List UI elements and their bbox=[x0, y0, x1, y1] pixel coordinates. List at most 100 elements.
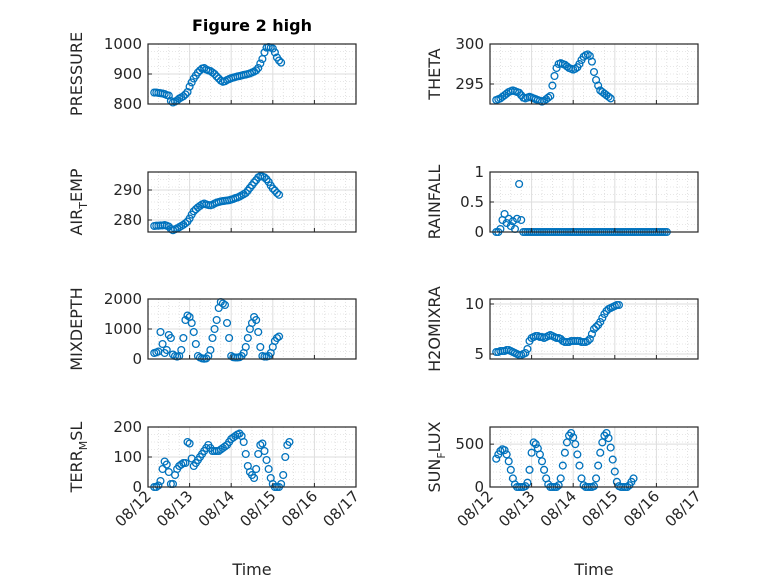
data-point bbox=[562, 438, 572, 447]
x-tick-label: 08/15 bbox=[236, 487, 279, 530]
data-point bbox=[512, 214, 522, 223]
data-point bbox=[187, 318, 196, 328]
data-point bbox=[556, 474, 565, 483]
y-tick-label: 900 bbox=[113, 65, 142, 83]
data-point bbox=[272, 333, 282, 343]
y-tick-label: 800 bbox=[113, 95, 142, 113]
data-point bbox=[500, 446, 509, 455]
data-point bbox=[496, 446, 505, 456]
data-point bbox=[272, 188, 282, 198]
y-tick-label: 1 bbox=[474, 163, 484, 181]
data-point bbox=[531, 440, 540, 449]
y-axis-label: TERRMSL bbox=[67, 422, 90, 494]
x-axis-label-left: Time bbox=[231, 560, 271, 579]
data-point bbox=[583, 50, 592, 59]
x-tick-label: 08/16 bbox=[278, 487, 321, 530]
data-point bbox=[210, 324, 219, 334]
data-point bbox=[156, 476, 165, 486]
data-point bbox=[225, 333, 234, 343]
data-point bbox=[277, 58, 286, 67]
y-tick-label: 0 bbox=[132, 350, 142, 368]
data-point bbox=[164, 467, 173, 477]
data-point bbox=[606, 94, 615, 103]
data-point bbox=[587, 329, 596, 339]
data-point bbox=[562, 62, 572, 71]
subplot-1: 800 900 1000 PRESSURE bbox=[67, 32, 357, 116]
data-point bbox=[268, 184, 277, 193]
data-point bbox=[256, 59, 265, 68]
data-point bbox=[252, 66, 261, 75]
data-point bbox=[220, 442, 230, 451]
x-tick-label: 08/17 bbox=[320, 487, 363, 530]
data-point bbox=[279, 470, 288, 480]
data-point bbox=[254, 449, 263, 459]
data-point bbox=[270, 48, 279, 57]
data-point bbox=[567, 428, 576, 438]
x-axis-label-right: Time bbox=[573, 560, 613, 579]
data-point bbox=[210, 69, 219, 79]
data-point bbox=[596, 448, 605, 457]
x-tick-label: 08/17 bbox=[662, 487, 705, 530]
data-point bbox=[612, 477, 621, 486]
data-point bbox=[243, 333, 252, 343]
data-point bbox=[571, 440, 580, 449]
y-tick-label: 2000 bbox=[104, 290, 142, 308]
data-point bbox=[254, 63, 263, 73]
data-point bbox=[183, 311, 192, 320]
data-point bbox=[256, 440, 265, 450]
data-point bbox=[200, 63, 209, 73]
data-point bbox=[504, 214, 513, 223]
data-point bbox=[550, 71, 559, 81]
data-point bbox=[212, 315, 221, 325]
data-point bbox=[525, 465, 534, 474]
data-point bbox=[222, 318, 232, 328]
data-point bbox=[241, 188, 250, 198]
data-point bbox=[589, 67, 599, 77]
data-point bbox=[515, 179, 524, 189]
data-point bbox=[177, 345, 186, 355]
data-point bbox=[218, 299, 227, 308]
data-point bbox=[179, 92, 188, 101]
data-point bbox=[241, 342, 250, 352]
subplot-3: 280 290 AIRTEMP bbox=[67, 168, 357, 236]
data-point bbox=[596, 317, 605, 327]
data-point bbox=[281, 452, 290, 462]
data-point bbox=[250, 178, 259, 187]
data-point bbox=[585, 334, 594, 344]
data-point bbox=[185, 439, 194, 448]
x-tick-label: 08/13 bbox=[153, 487, 196, 530]
data-point bbox=[187, 78, 196, 87]
data-point bbox=[502, 89, 511, 98]
data-point bbox=[523, 478, 532, 487]
y-tick-label: 1000 bbox=[104, 320, 142, 338]
data-point bbox=[587, 57, 596, 66]
subplot-7: 010020008/1208/1308/1408/1508/1608/17TER… bbox=[67, 418, 363, 530]
subplot-6: 5 10 H2OMIXRA bbox=[425, 286, 699, 372]
y-tick-label: 100 bbox=[113, 448, 142, 466]
data-point bbox=[527, 448, 536, 457]
data-point bbox=[598, 313, 607, 323]
y-axis-label: AIRTEMP bbox=[67, 168, 90, 235]
y-axis-label: MIXDEPTH bbox=[67, 287, 86, 370]
data-point bbox=[602, 428, 611, 438]
data-point bbox=[537, 457, 547, 466]
data-point bbox=[274, 190, 284, 199]
data-point bbox=[206, 345, 215, 355]
data-point bbox=[583, 336, 592, 346]
y-tick-label: 5 bbox=[474, 345, 484, 363]
data-point bbox=[504, 457, 513, 466]
data-point bbox=[264, 464, 273, 474]
y-axis-label: PRESSURE bbox=[67, 32, 86, 116]
data-point bbox=[589, 324, 599, 334]
data-point bbox=[548, 81, 557, 90]
data-point bbox=[274, 332, 284, 341]
subplot-5: 0 1000 2000 MIXDEPTH bbox=[67, 287, 357, 371]
data-point bbox=[158, 339, 167, 349]
y-axis-label: THETA bbox=[425, 48, 444, 100]
data-point bbox=[239, 437, 248, 447]
y-tick-label: 0 bbox=[132, 478, 142, 496]
data-point bbox=[560, 448, 569, 457]
data-point bbox=[220, 300, 230, 310]
data-point bbox=[154, 481, 163, 490]
data-point bbox=[179, 333, 188, 343]
